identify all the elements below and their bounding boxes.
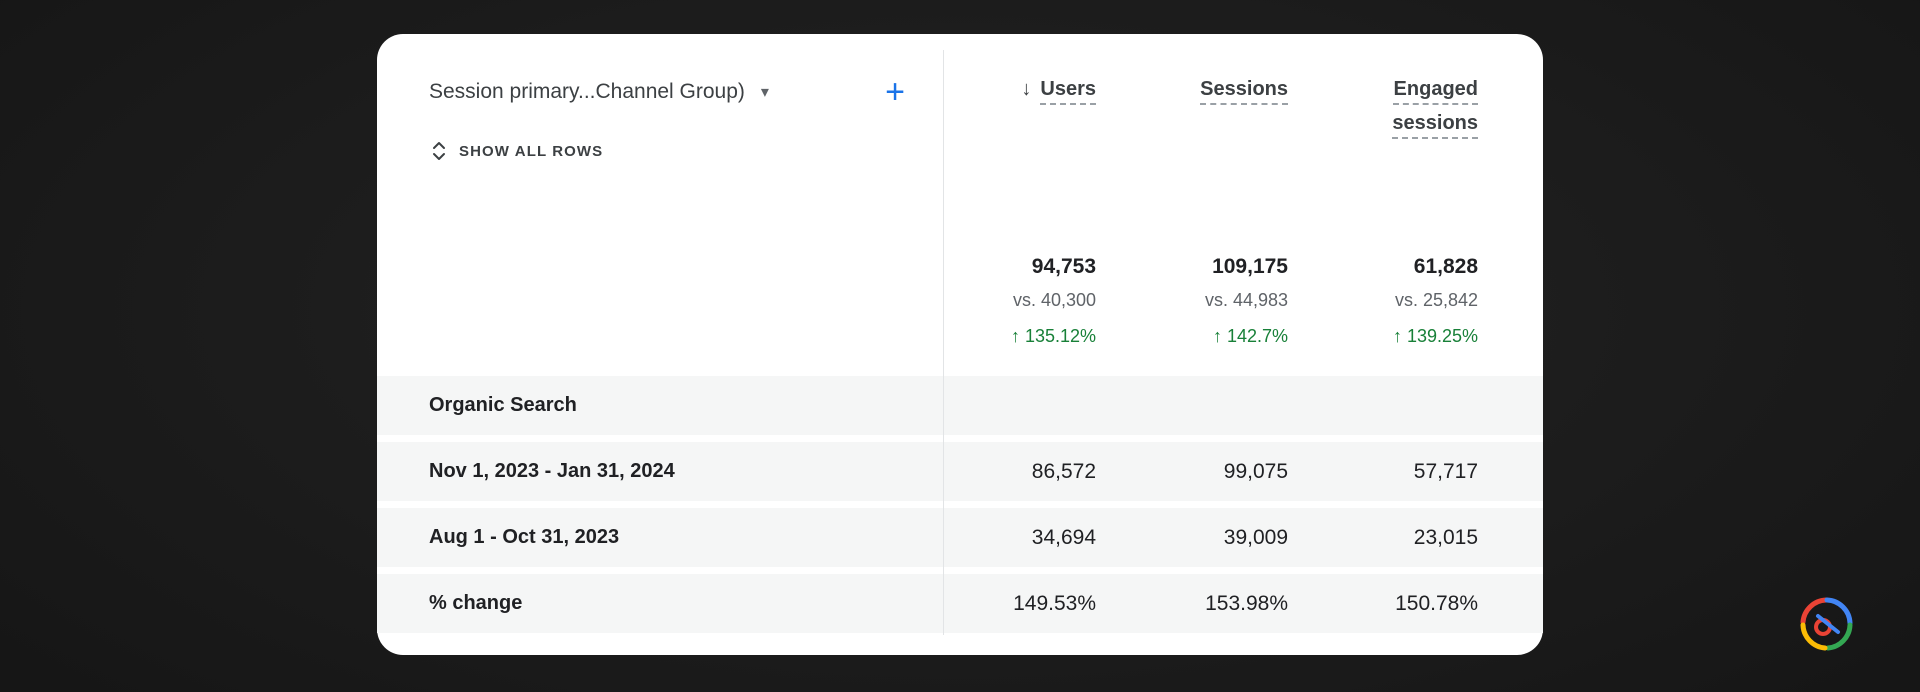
row-cells: 34,694 39,009 23,015 — [943, 526, 1478, 550]
sessions-total-cell: 109,175 vs. 44,983 ↑ 142.7% — [1096, 252, 1288, 354]
arrow-up-icon: ↑ — [1392, 326, 1402, 346]
show-all-rows-button[interactable]: SHOW ALL ROWS — [429, 140, 603, 162]
dimension-selector-label: Session primary...Channel Group) — [429, 80, 745, 103]
metric-column-headers: ↓ Users Sessions Engaged sessions — [943, 72, 1478, 140]
engaged-sessions-comparison: vs. 25,842 — [1394, 290, 1478, 310]
show-all-rows-label: SHOW ALL ROWS — [459, 142, 604, 160]
row-label: Nov 1, 2023 - Jan 31, 2024 — [429, 460, 675, 482]
cell-users: 149.53% — [1013, 591, 1096, 615]
users-total: 94,753 — [1031, 255, 1096, 278]
arrow-up-icon: ↑ — [1010, 326, 1020, 346]
row-label: Organic Search — [429, 394, 577, 416]
users-change: ↑ 135.12% — [943, 318, 1096, 354]
engaged-sessions-total-cell: 61,828 vs. 25,842 ↑ 139.25% — [1288, 252, 1478, 354]
cell-engaged-sessions: 23,015 — [1413, 525, 1478, 549]
cell-users: 86,572 — [1031, 459, 1096, 483]
cell-users: 34,694 — [1031, 525, 1096, 549]
users-change-value: 135.12% — [1024, 326, 1096, 346]
sessions-change-value: 142.7% — [1226, 326, 1288, 346]
analytics-table-card: Session primary...Channel Group) ▾ + SHO… — [377, 34, 1543, 655]
column-header-sessions[interactable]: Sessions — [1096, 72, 1288, 140]
table-row-date-range-2: Aug 1 - Oct 31, 2023 34,694 39,009 23,01… — [377, 508, 1543, 567]
row-label: % change — [429, 592, 523, 614]
table-row-percent-change: % change 149.53% 153.98% 150.78% — [377, 574, 1543, 633]
users-comparison: vs. 40,300 — [1012, 290, 1096, 310]
row-cells: 86,572 99,075 57,717 — [943, 460, 1478, 484]
column-header-users-label: Users — [1040, 78, 1096, 100]
table-body: Organic Search Nov 1, 2023 - Jan 31, 202… — [377, 376, 1543, 640]
column-header-sessions-label: Sessions — [1200, 78, 1288, 100]
engaged-sessions-change: ↑ 139.25% — [1288, 318, 1478, 354]
column-header-users[interactable]: ↓ Users — [943, 72, 1096, 140]
sessions-change: ↑ 142.7% — [1096, 318, 1288, 354]
users-total-cell: 94,753 vs. 40,300 ↑ 135.12% — [943, 252, 1096, 354]
column-header-engaged-sessions-label: Engaged sessions — [1392, 78, 1478, 134]
cell-engaged-sessions: 150.78% — [1395, 591, 1478, 615]
unfold-more-icon — [433, 142, 445, 160]
row-cells: 149.53% 153.98% 150.78% — [943, 592, 1478, 616]
column-divider — [943, 50, 944, 635]
arrow-up-icon: ↑ — [1212, 326, 1222, 346]
cell-sessions: 39,009 — [1223, 525, 1288, 549]
cell-engaged-sessions: 57,717 — [1413, 459, 1478, 483]
metric-totals: 94,753 vs. 40,300 ↑ 135.12% 109,175 vs. 4… — [943, 252, 1478, 354]
engaged-sessions-total: 61,828 — [1413, 255, 1478, 278]
brand-logo — [1800, 597, 1853, 651]
sessions-comparison: vs. 44,983 — [1204, 290, 1288, 310]
cell-sessions: 99,075 — [1223, 459, 1288, 483]
cell-sessions: 153.98% — [1205, 591, 1288, 615]
sessions-total: 109,175 — [1212, 255, 1288, 278]
table-row-date-range-1: Nov 1, 2023 - Jan 31, 2024 86,572 99,075… — [377, 442, 1543, 501]
add-dimension-button[interactable]: + — [885, 72, 905, 111]
row-label: Aug 1 - Oct 31, 2023 — [429, 526, 620, 548]
chevron-down-icon: ▾ — [760, 84, 769, 101]
engaged-sessions-change-value: 139.25% — [1406, 326, 1478, 346]
dimension-selector-dropdown[interactable]: Session primary...Channel Group) ▾ — [429, 80, 769, 104]
table-row-organic-search: Organic Search — [377, 376, 1543, 435]
sort-descending-icon: ↓ — [1021, 78, 1032, 100]
column-header-engaged-sessions[interactable]: Engaged sessions — [1288, 72, 1478, 140]
